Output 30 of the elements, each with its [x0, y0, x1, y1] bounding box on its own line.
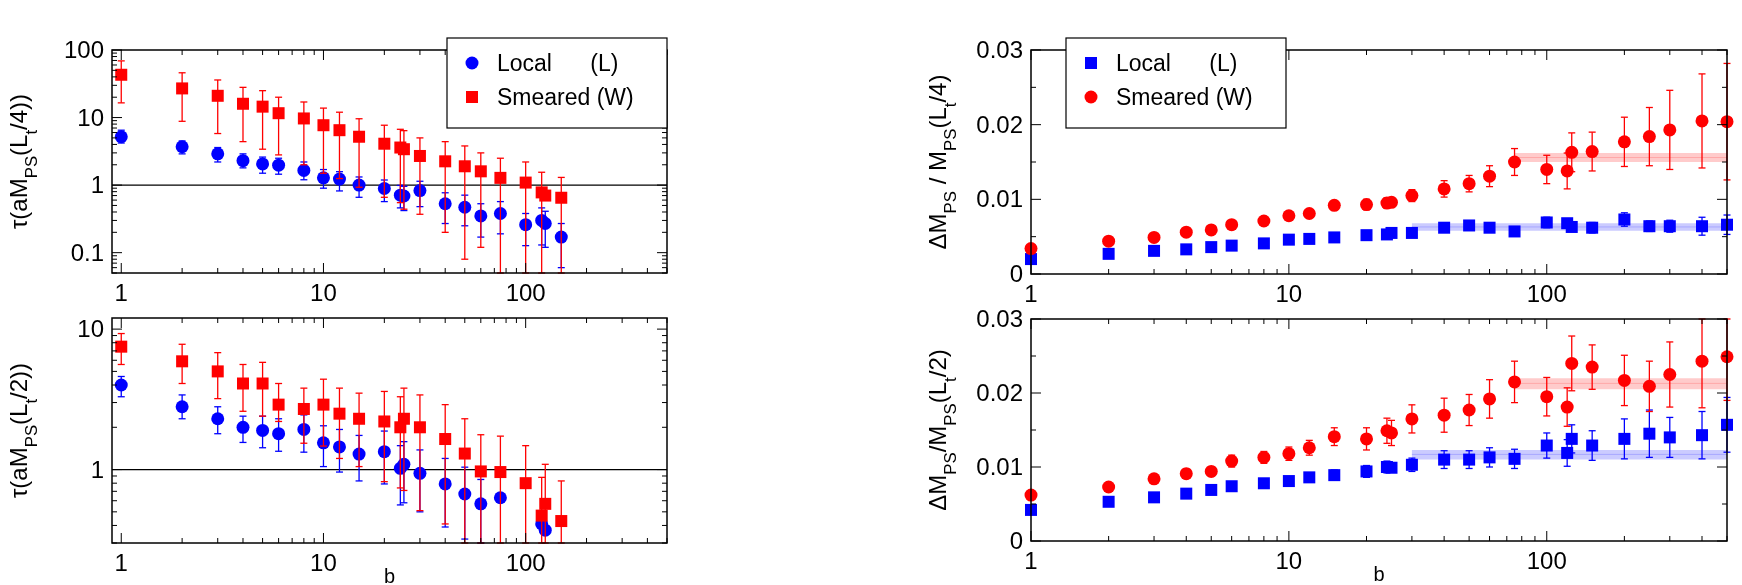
y-tick-label: 0	[1009, 527, 1023, 554]
legend-label: Smeared (W)	[1116, 84, 1253, 110]
y-tick-label: 10	[77, 103, 104, 131]
x-tick-label: 10	[310, 549, 337, 576]
y-tick-label: 1	[90, 171, 104, 199]
y-tick-label: 100	[63, 36, 104, 63]
x-tick-label: 100	[1526, 280, 1567, 307]
x-tick-label: 10	[1275, 280, 1303, 307]
x-tick-label: 100	[1526, 547, 1567, 574]
x-tick-label: 100	[505, 279, 546, 306]
y-tick-label: 0.01	[976, 185, 1023, 213]
x-tick-label: 1	[114, 279, 128, 306]
y-tick-label: 1	[90, 455, 104, 483]
x-tick-label: 10	[310, 279, 337, 306]
legend-label: Local (L)	[497, 50, 619, 76]
x-axis-title: b	[1373, 563, 1385, 585]
x-tick-label: 100	[505, 549, 546, 576]
y-tick-label: 0.01	[976, 453, 1023, 480]
y-tick-label: 0.02	[976, 379, 1023, 406]
y-tick-label: 0	[1009, 260, 1023, 287]
y-tick-label: 10	[77, 315, 104, 343]
x-tick-label: 10	[1275, 547, 1303, 574]
x-tick-label: 1	[114, 549, 128, 576]
y-tick-label: 0.03	[976, 305, 1023, 332]
legend-label: Smeared (W)	[497, 84, 634, 110]
legend-label: Local (L)	[1116, 50, 1238, 76]
x-axis-title: b	[383, 565, 396, 585]
y-tick-label: 0.03	[976, 36, 1023, 63]
y-tick-label: 0.02	[976, 110, 1023, 138]
y-tick-label: 0.1	[70, 238, 104, 266]
